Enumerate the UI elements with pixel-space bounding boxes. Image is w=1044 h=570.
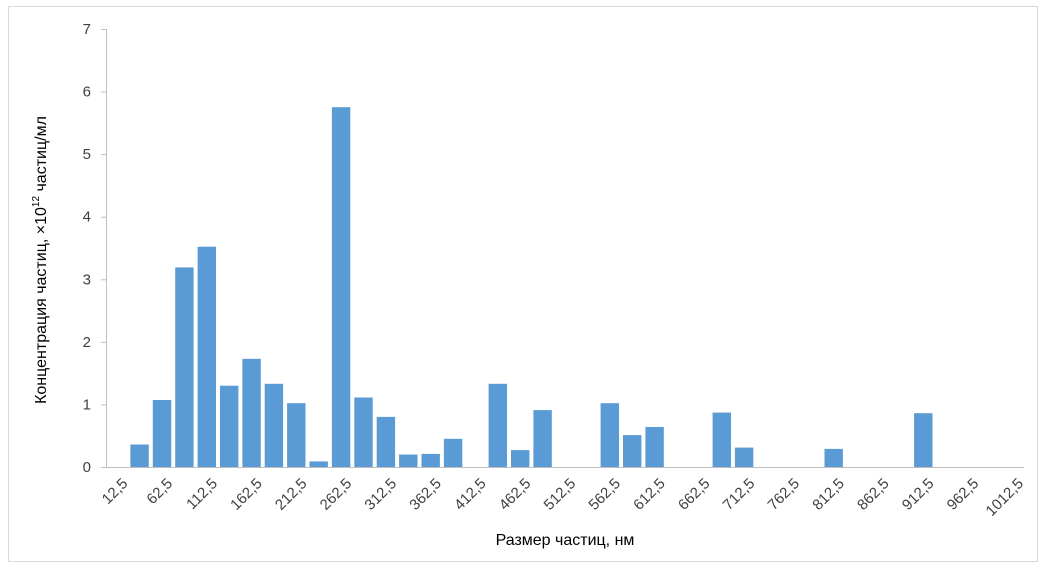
- y-tick-label: 1: [83, 396, 91, 413]
- bar-37,5: [130, 444, 149, 467]
- bar-187,5: [264, 383, 284, 467]
- bar-712,5: [734, 447, 754, 467]
- bar-62,5: [152, 400, 172, 467]
- bar-312,5: [376, 416, 396, 467]
- y-axis-title-superscript: 12: [31, 196, 42, 208]
- x-tick-label: 262,5: [317, 475, 356, 514]
- y-tick-label: 2: [83, 334, 91, 351]
- x-tick-label: 362,5: [406, 475, 445, 514]
- x-tick-label: 112,5: [183, 475, 221, 513]
- y-tick-label: 4: [83, 209, 91, 226]
- bar-387,5: [443, 438, 463, 467]
- bar-912,5: [914, 413, 933, 467]
- bar-212,5: [287, 403, 306, 467]
- x-tick-label: 412,5: [451, 475, 490, 514]
- y-tick-label: 6: [83, 84, 91, 101]
- x-tick-label: 62,5: [143, 475, 176, 508]
- y-axis-title-unit: частиц/мл: [33, 116, 50, 196]
- x-tick-label: 962,5: [944, 475, 983, 514]
- y-tick-label: 5: [83, 146, 91, 163]
- y-axis-title: Концентрация частиц, ×1012 частиц/мл: [31, 116, 50, 404]
- x-tick-label: 762,5: [765, 475, 804, 514]
- x-tick-label: 462,5: [496, 475, 535, 514]
- x-tick-label: 162,5: [227, 475, 266, 514]
- x-tick-label: 212,5: [272, 475, 311, 514]
- x-tick-label: 562,5: [585, 475, 624, 514]
- x-tick-label: 912,5: [899, 475, 938, 514]
- y-tick-label: 7: [83, 21, 91, 38]
- bars-group: [130, 107, 933, 467]
- x-ticks: 12,5 62,5 112,5 162,5 212,5 262,5 312,5 362,5 41…: [99, 475, 1027, 519]
- bar-587,5: [623, 435, 642, 467]
- x-tick-label: 12,5: [99, 475, 132, 508]
- bar-287,5: [354, 397, 373, 467]
- x-tick-label: 812,5: [809, 475, 848, 514]
- x-tick-label: 512,5: [541, 475, 580, 514]
- x-tick-label: 312,5: [361, 475, 400, 514]
- x-tick-label: 712,5: [720, 475, 759, 514]
- bar-237,5: [309, 461, 328, 467]
- bar-137,5: [220, 385, 239, 467]
- bar-812,5: [824, 448, 843, 467]
- bar-112,5: [197, 246, 216, 467]
- bar-562,5: [600, 403, 619, 467]
- bar-437,5: [488, 383, 507, 467]
- y-ticks: 0 1 2 3 4 5 6 7: [83, 21, 106, 476]
- bar-462,5: [511, 450, 530, 467]
- bar-262,5: [331, 107, 351, 467]
- x-tick-label: 1012,5: [983, 475, 1027, 519]
- x-tick-label: 662,5: [675, 475, 714, 514]
- bar-337,5: [399, 454, 418, 467]
- y-tick-label: 3: [83, 271, 91, 288]
- bar-87,5: [175, 267, 194, 467]
- bar-162,5: [242, 358, 261, 467]
- x-tick-label: 612,5: [630, 475, 669, 514]
- bar-687,5: [712, 412, 731, 467]
- bar-612,5: [645, 427, 664, 467]
- y-tick-label: 0: [83, 459, 91, 476]
- bar-362,5: [421, 453, 440, 467]
- x-axis-title: Размер частиц, нм: [496, 532, 635, 549]
- y-axis-title-main: Концентрация частиц, ×10: [33, 207, 50, 404]
- x-tick-label: 862,5: [854, 475, 893, 514]
- bar-487,5: [533, 410, 552, 467]
